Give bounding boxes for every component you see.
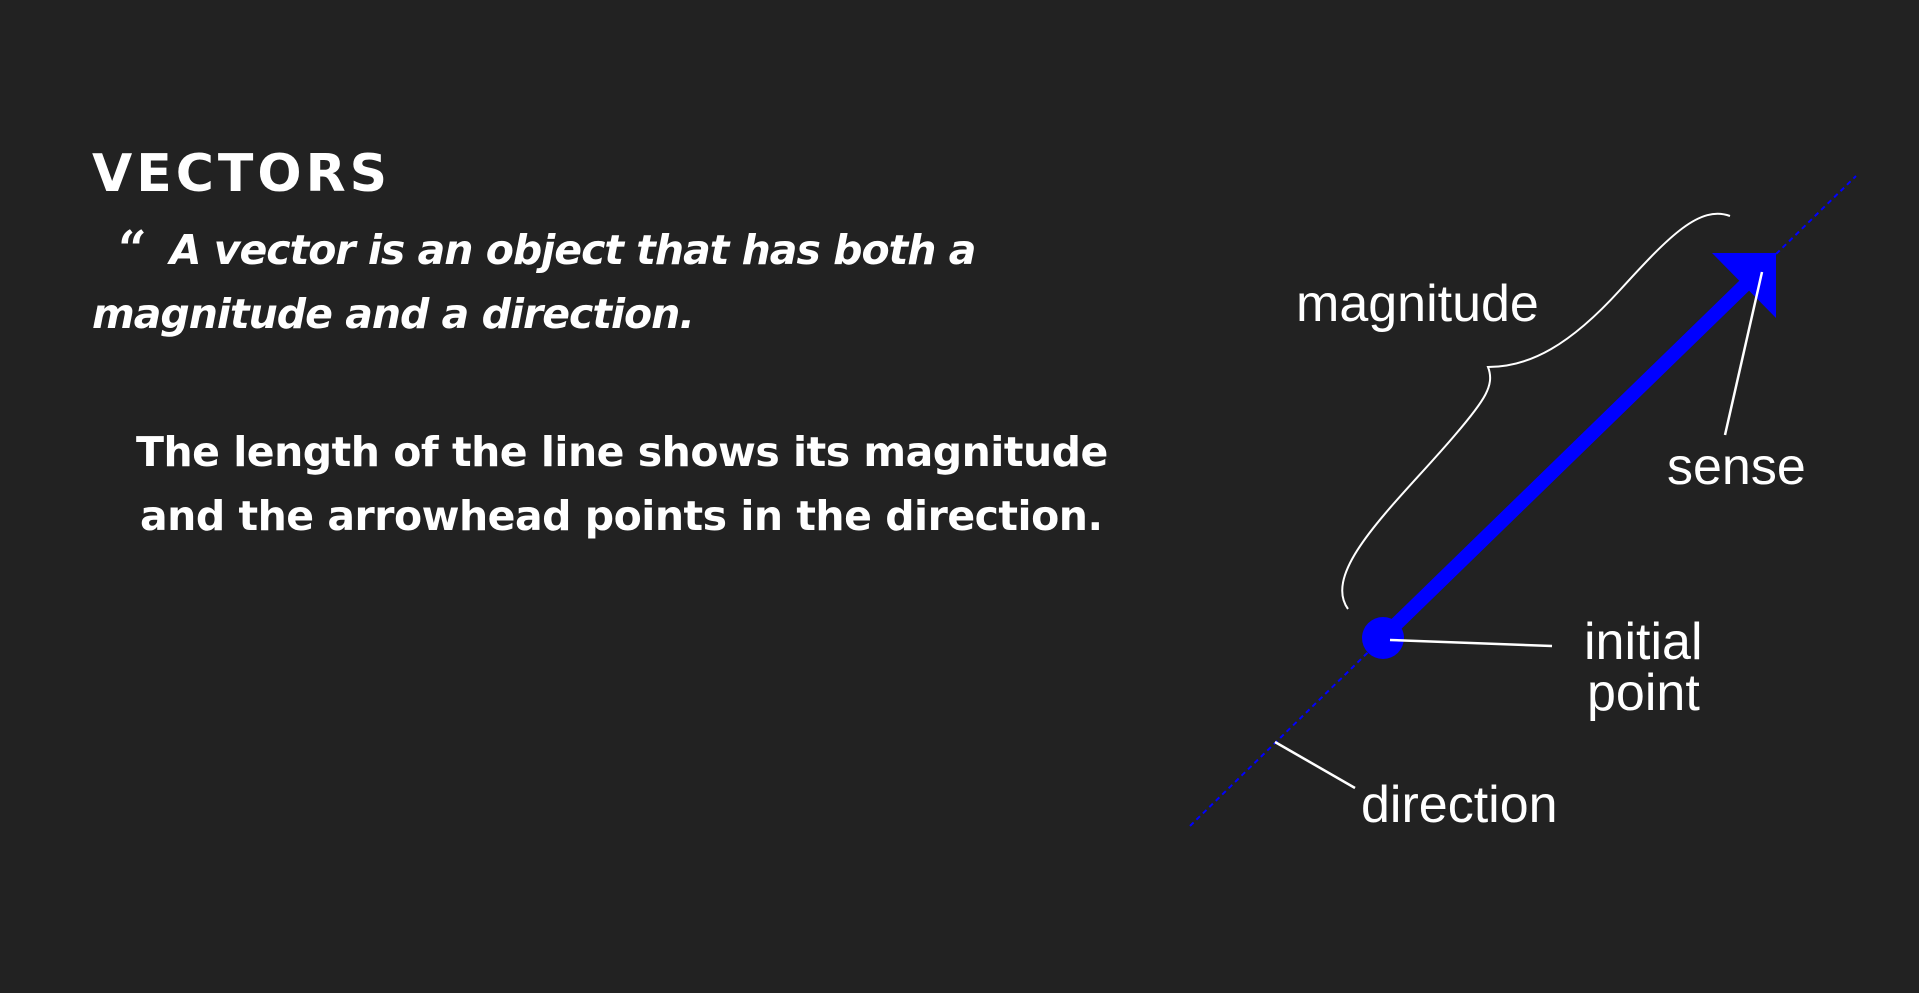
quote-mark-icon: “ [118,219,147,278]
initial-point-pointer [1389,638,1553,648]
direction-pointer [1274,740,1356,790]
sense-pointer [1723,271,1764,436]
initial-point-label-line-2: point [1587,664,1700,722]
magnitude-brace [1341,212,1731,610]
explanation-text: The length of the line shows its magnitu… [126,420,1126,548]
slide-title: VECTORS [92,144,392,204]
direction-label: direction [1361,776,1558,834]
sense-label: sense [1667,438,1806,496]
arrowhead-icon [1712,253,1776,318]
explanation-line-2: and the arrowhead points in the directio… [140,492,1103,540]
definition-quote: “A vector is an object that has both a m… [92,218,1052,346]
definition-text: A vector is an object that has both a ma… [92,226,976,338]
magnitude-label: magnitude [1296,275,1539,333]
vector-shaft [1376,275,1755,644]
explanation-line-1: The length of the line shows its magnitu… [136,428,1108,476]
initial-point-label-line-1: initial [1584,613,1703,671]
initial-point-dot [1362,617,1404,659]
